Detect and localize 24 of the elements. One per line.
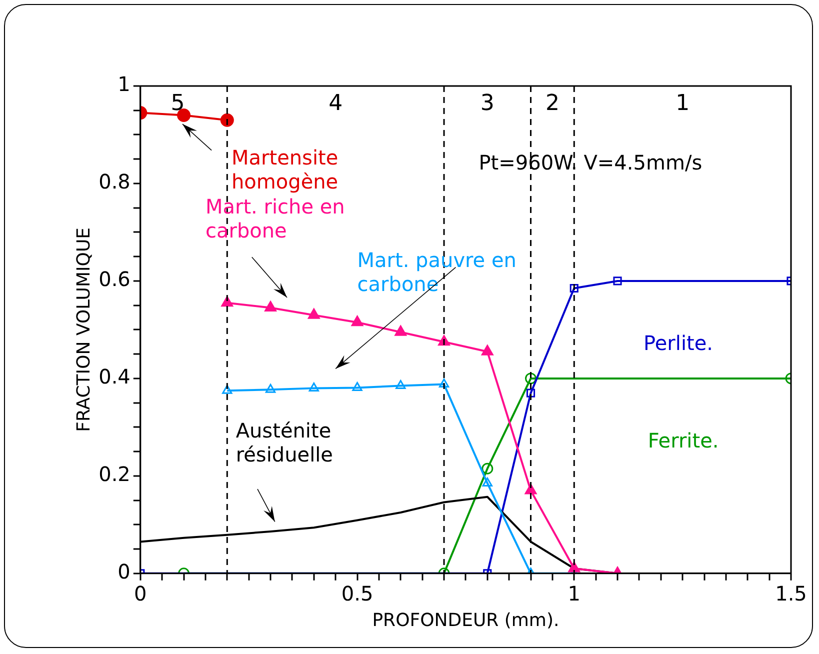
y-tick-label: 0.2: [98, 462, 130, 486]
annotation: 3: [480, 91, 494, 116]
annotation: 5: [170, 91, 185, 116]
x-tick-label: 0: [134, 582, 147, 606]
annotation: Pt=960W. V=4.5mm/s: [478, 150, 702, 174]
text: Mart. pauvre en carbone: [357, 248, 516, 296]
text: Mart. riche en carbone: [205, 194, 345, 242]
annotation: 4: [328, 91, 343, 116]
y-tick-label: 1: [118, 72, 130, 96]
y-tick-label: 0.8: [98, 170, 130, 194]
y-tick-label: 0.6: [98, 267, 130, 292]
y-axis-title: FRACTION VOLUMIQUE: [73, 228, 94, 432]
text: Perlite.: [644, 330, 714, 355]
y-tick-label: 0: [118, 560, 130, 584]
x-axis-title: PROFONDEUR (mm).: [372, 610, 560, 631]
text: Austénite résiduelle: [236, 418, 333, 467]
annotation: 1: [676, 91, 690, 116]
text: Ferrite.: [648, 428, 719, 452]
y-tick-label: 0.4: [98, 364, 130, 389]
annotation: 2: [545, 91, 560, 116]
x-tick-label: 1: [568, 582, 581, 606]
x-tick-label: 1.5: [775, 582, 807, 606]
series-label: Martensite homogène: [231, 146, 338, 194]
x-tick-label: 0.5: [341, 582, 374, 606]
